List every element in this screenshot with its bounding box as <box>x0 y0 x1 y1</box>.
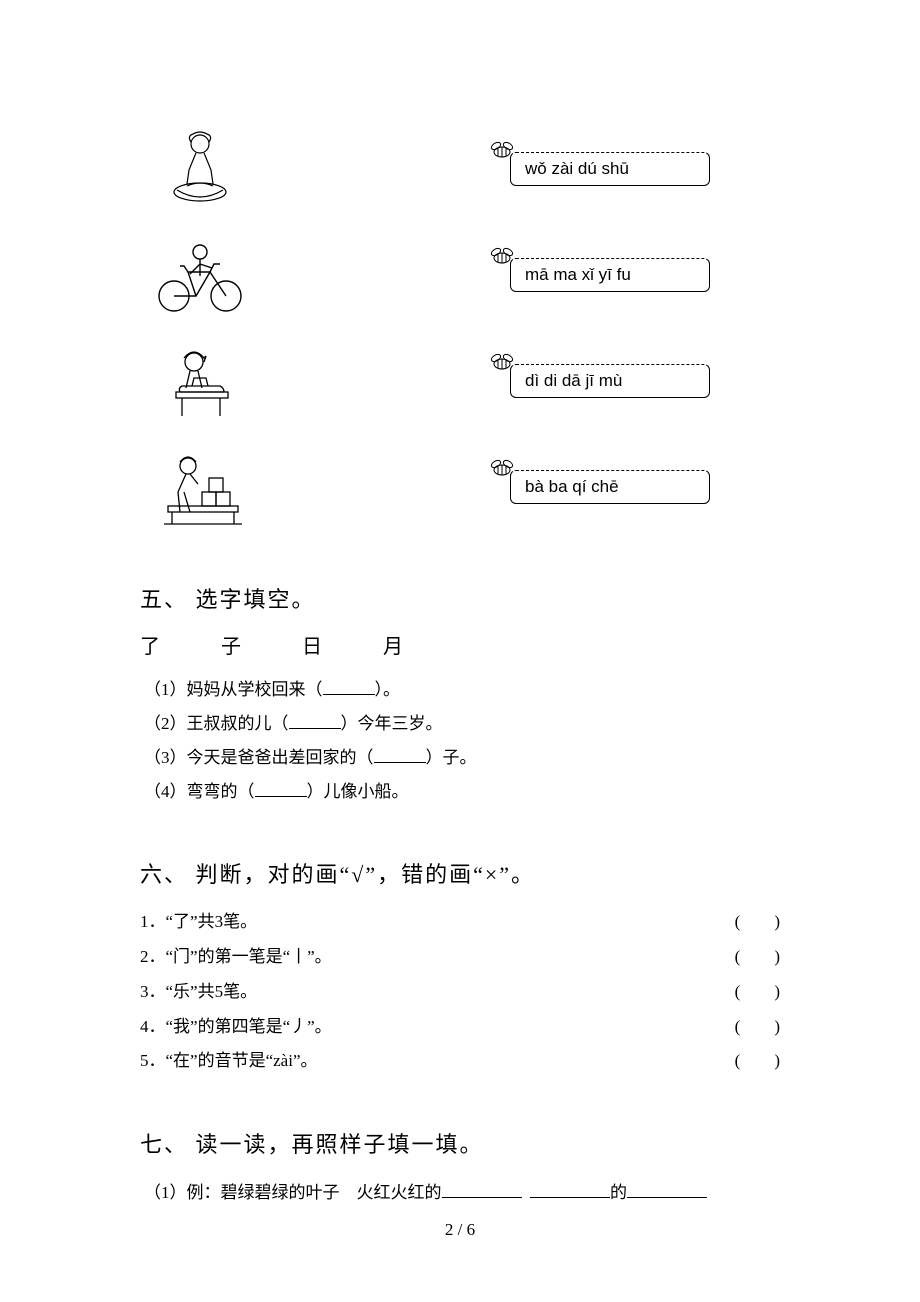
q7-line: （1）例：碧绿碧绿的叶子 火红火红的 的 <box>140 1175 780 1211</box>
bee-icon <box>488 244 516 271</box>
illustration-blocks <box>140 448 260 526</box>
judge-item: 5．“在”的音节是“zài”。 <box>140 1044 318 1079</box>
bee-icon <box>488 138 516 165</box>
section-5-chars: 了 子 日 月 <box>140 630 780 659</box>
char-option: 了 <box>140 630 160 659</box>
judge-item: 2．“门”的第一笔是“丨”。 <box>140 940 332 975</box>
blank[interactable] <box>627 1181 707 1198</box>
judge-paren[interactable]: ( ) <box>735 940 780 975</box>
bee-icon <box>488 456 516 483</box>
page-number: 2 / 6 <box>0 1220 920 1240</box>
judge-paren[interactable]: ( ) <box>735 1044 780 1079</box>
judge-item: 1．“了”共3笔。 <box>140 905 257 940</box>
fill-line: （3）今天是爸爸出差回家的（）子。 <box>140 741 780 775</box>
judge-item: 4．“我”的第四笔是“丿”。 <box>140 1010 332 1045</box>
illustration-reading <box>140 342 260 420</box>
fill-line: （2）王叔叔的儿（）今年三岁。 <box>140 707 780 741</box>
pinyin-box-2: mā ma xǐ yī fu <box>510 258 710 292</box>
bee-icon <box>488 350 516 377</box>
fill-line: （1）妈妈从学校回来（）。 <box>140 673 780 707</box>
blank[interactable] <box>289 712 341 729</box>
judge-paren[interactable]: ( ) <box>735 975 780 1010</box>
blank[interactable] <box>374 746 426 763</box>
pinyin-box-4: bà ba qí chē <box>510 470 710 504</box>
blank[interactable] <box>442 1181 522 1198</box>
blank[interactable] <box>323 678 375 695</box>
section-6-title: 六、 判断，对的画“√”，错的画“×”。 <box>140 857 780 889</box>
judge-item: 3．“乐”共5笔。 <box>140 975 257 1010</box>
blank[interactable] <box>530 1181 610 1198</box>
illustration-cycling <box>140 236 260 314</box>
blank[interactable] <box>255 780 307 797</box>
char-option: 日 <box>302 630 322 659</box>
judge-paren[interactable]: ( ) <box>735 1010 780 1045</box>
pinyin-box-3: dì di dā jī mù <box>510 364 710 398</box>
section-5-title: 五、 选字填空。 <box>140 582 780 614</box>
section-7-title: 七、 读一读，再照样子填一填。 <box>140 1127 780 1159</box>
fill-line: （4）弯弯的（）儿像小船。 <box>140 775 780 809</box>
char-option: 子 <box>221 630 241 659</box>
illustration-washing <box>140 130 260 208</box>
pinyin-box-1: wǒ zài dú shū <box>510 152 710 186</box>
char-option: 月 <box>383 630 403 659</box>
judge-paren[interactable]: ( ) <box>735 905 780 940</box>
